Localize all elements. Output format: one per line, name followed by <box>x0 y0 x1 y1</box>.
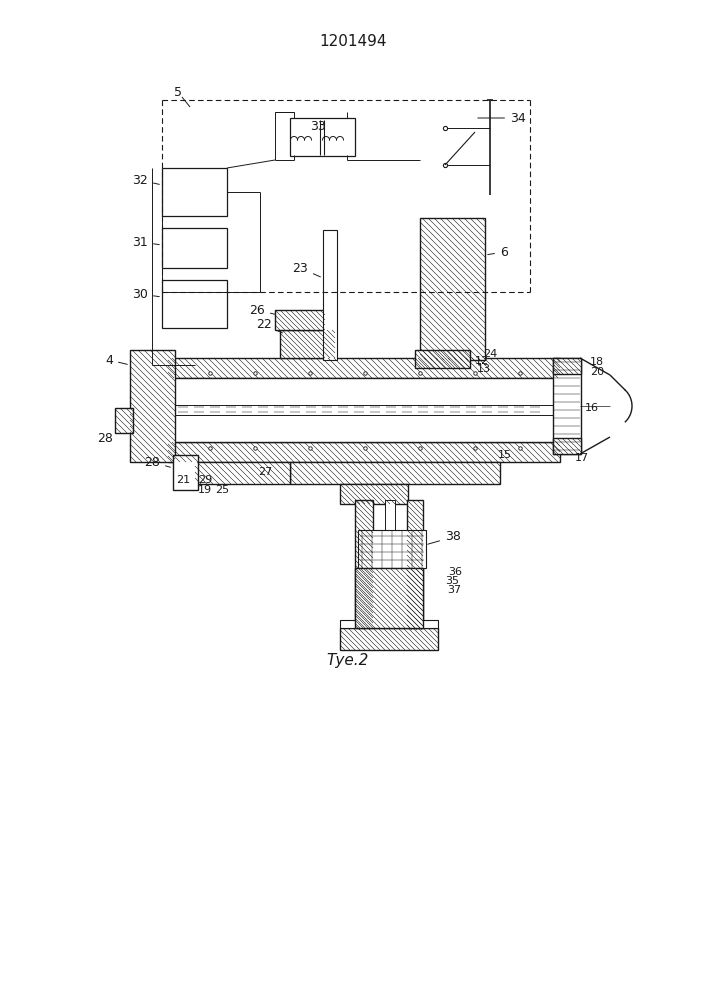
Text: 33: 33 <box>310 120 326 133</box>
Text: 29: 29 <box>198 475 212 485</box>
Bar <box>162 228 227 268</box>
Bar <box>355 568 423 628</box>
Bar <box>340 620 438 628</box>
Text: 20: 20 <box>590 367 604 377</box>
Text: 28: 28 <box>144 456 170 468</box>
Bar <box>415 350 470 368</box>
Bar <box>130 350 175 462</box>
Bar <box>290 462 500 484</box>
Text: 35: 35 <box>445 576 459 586</box>
Bar <box>195 462 290 484</box>
Text: 23: 23 <box>292 261 320 277</box>
Bar <box>553 358 581 374</box>
Bar <box>340 484 408 504</box>
Text: 18: 18 <box>590 357 604 367</box>
Text: 27: 27 <box>258 467 272 477</box>
Text: 37: 37 <box>447 585 461 595</box>
Text: 21: 21 <box>176 475 190 485</box>
Bar <box>168 442 560 462</box>
Bar <box>173 455 198 490</box>
Text: 1201494: 1201494 <box>320 34 387 49</box>
Bar <box>275 310 325 330</box>
Text: 12: 12 <box>475 356 489 366</box>
Text: 38: 38 <box>428 530 461 544</box>
Text: 15: 15 <box>498 450 512 460</box>
Text: 22: 22 <box>256 318 283 333</box>
Bar <box>553 358 581 454</box>
Text: 32: 32 <box>132 174 159 186</box>
Text: 25: 25 <box>215 485 229 495</box>
Bar <box>340 628 438 650</box>
Bar <box>290 118 355 156</box>
Bar <box>162 168 227 216</box>
Text: 24: 24 <box>483 349 497 359</box>
Text: 5: 5 <box>174 87 182 100</box>
Text: 17: 17 <box>575 453 589 463</box>
Bar <box>168 358 560 378</box>
Bar <box>280 330 335 358</box>
Text: 26: 26 <box>250 304 275 316</box>
Text: 16: 16 <box>585 403 599 413</box>
Text: 13: 13 <box>477 364 491 374</box>
Bar <box>358 530 426 568</box>
Text: 36: 36 <box>448 567 462 577</box>
Bar <box>553 438 581 454</box>
Text: 30: 30 <box>132 288 159 300</box>
Text: 4: 4 <box>105 354 127 366</box>
Bar <box>173 405 555 415</box>
Bar <box>115 408 133 433</box>
Bar <box>385 500 395 600</box>
Bar <box>162 280 227 328</box>
Text: 34: 34 <box>478 111 526 124</box>
Text: 31: 31 <box>132 235 159 248</box>
Bar <box>168 378 560 442</box>
Text: 28: 28 <box>97 432 113 444</box>
Text: Τуе.2: Τуе.2 <box>327 652 369 668</box>
Text: 19: 19 <box>198 485 212 495</box>
Bar <box>420 218 485 360</box>
Text: 6: 6 <box>488 245 508 258</box>
Bar <box>323 230 337 360</box>
Bar <box>407 500 423 630</box>
Bar <box>355 500 373 630</box>
